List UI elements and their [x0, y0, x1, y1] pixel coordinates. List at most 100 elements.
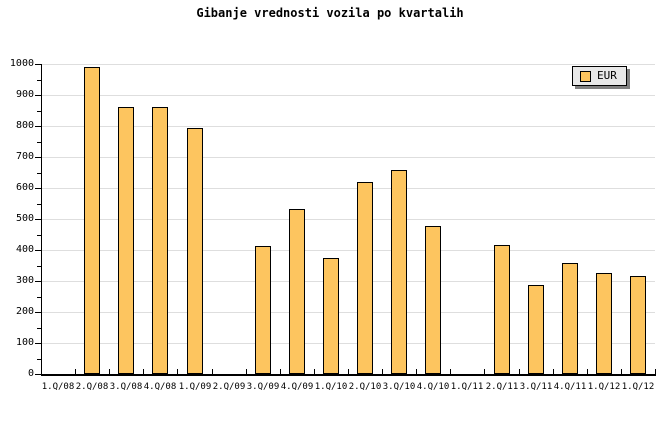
y-axis-tick	[35, 188, 41, 189]
x-axis-tick-label: 2.Q/11	[485, 382, 519, 392]
bar	[323, 258, 339, 374]
x-axis-tick-label: 4.Q/09	[280, 382, 314, 392]
gridline	[42, 281, 655, 282]
bar	[118, 107, 134, 374]
bar	[84, 67, 100, 374]
bar	[425, 226, 441, 374]
y-axis-minor-tick	[37, 203, 41, 205]
legend-label: EUR	[597, 69, 617, 82]
y-axis-tick	[35, 64, 41, 65]
y-axis-minor-tick	[37, 234, 41, 236]
x-axis-tick-label: 3.Q/10	[382, 382, 416, 392]
y-axis-minor-tick	[37, 358, 41, 360]
x-axis-tick	[586, 369, 588, 374]
bar	[596, 273, 612, 374]
x-axis-tick-label: 2.Q/08	[75, 382, 109, 392]
x-axis-tick	[655, 369, 656, 374]
y-axis-tick	[35, 157, 41, 158]
x-axis-tick	[518, 369, 520, 374]
bar	[357, 182, 373, 374]
x-axis-tick	[552, 369, 554, 374]
bar	[289, 209, 305, 374]
y-axis-tick-label: 700	[15, 151, 34, 162]
y-axis-minor-tick	[37, 327, 41, 329]
y-axis-tick-label: 200	[15, 306, 34, 317]
x-axis-tick-label: 1.Q/12	[621, 382, 655, 392]
y-axis-tick	[35, 219, 41, 220]
x-axis-tick-label: 3.Q/11	[519, 382, 553, 392]
x-axis-tick-label: 3.Q/08	[109, 382, 143, 392]
y-axis-tick	[35, 281, 41, 282]
y-axis-minor-tick	[37, 110, 41, 112]
y-axis-minor-tick	[37, 172, 41, 174]
legend: EUR	[572, 66, 627, 86]
y-axis-tick-label: 600	[15, 182, 34, 193]
x-axis-tick	[279, 369, 281, 374]
x-axis-tick-label: 1.Q/08	[41, 382, 75, 392]
x-axis-tick-label: 1.Q/11	[450, 382, 484, 392]
y-axis-tick-label: 100	[15, 337, 34, 348]
x-axis-tick	[245, 369, 247, 374]
gridline	[42, 64, 655, 65]
bar	[391, 170, 407, 374]
bar	[528, 285, 544, 374]
x-axis-tick	[313, 369, 315, 374]
x-axis-tick-label: 4.Q/10	[416, 382, 450, 392]
y-axis-tick	[35, 343, 41, 344]
bar	[562, 263, 578, 374]
x-axis-tick-label: 4.Q/08	[143, 382, 177, 392]
y-axis-tick	[35, 312, 41, 313]
bar	[494, 245, 510, 374]
gridline	[42, 126, 655, 127]
gridline	[42, 219, 655, 220]
x-axis-tick	[484, 369, 486, 374]
y-axis-tick-label: 1000	[9, 58, 34, 69]
gridline	[42, 312, 655, 313]
gridline	[42, 343, 655, 344]
y-axis-minor-tick	[37, 296, 41, 298]
x-axis-tick	[620, 369, 622, 374]
legend-swatch-icon	[580, 70, 591, 82]
x-axis-tick-label: 1.Q/09	[178, 382, 212, 392]
y-axis-tick	[35, 95, 41, 96]
y-axis-minor-tick	[37, 141, 41, 143]
x-axis-tick	[416, 369, 418, 374]
x-axis-tick	[211, 369, 213, 374]
x-axis-tick	[348, 369, 349, 374]
y-axis-tick-label: 400	[15, 244, 34, 255]
x-axis-tick-label: 1.Q/10	[314, 382, 348, 392]
y-axis-tick-label: 500	[15, 213, 34, 224]
bar	[630, 276, 646, 374]
bar	[152, 107, 168, 374]
x-axis-tick-label: 1.Q/12	[587, 382, 621, 392]
y-axis-line	[41, 64, 42, 374]
x-axis-tick-label: 4.Q/11	[553, 382, 587, 392]
x-axis-tick	[450, 369, 452, 374]
y-axis-tick	[35, 374, 41, 375]
chart-title: Gibanje vrednosti vozila po kvartalih	[196, 6, 464, 20]
x-axis-tick	[143, 369, 145, 374]
x-axis-tick-label: 3.Q/09	[246, 382, 280, 392]
y-axis-tick	[35, 126, 41, 127]
x-axis-tick	[177, 369, 179, 374]
gridline	[42, 95, 655, 96]
bar	[187, 128, 203, 374]
x-axis-line	[41, 374, 656, 376]
bar	[255, 246, 271, 374]
x-axis-tick	[382, 369, 384, 374]
x-axis-tick-label: 2.Q/09	[212, 382, 246, 392]
y-axis-tick-label: 0	[27, 368, 34, 379]
y-axis-tick-label: 300	[15, 275, 34, 286]
gridline	[42, 250, 655, 251]
x-axis-tick	[109, 369, 111, 374]
gridline	[42, 157, 655, 158]
x-axis-tick	[75, 369, 77, 374]
y-axis-tick-label: 800	[15, 120, 34, 131]
y-axis-tick-label: 900	[15, 89, 34, 100]
y-axis-tick	[35, 250, 41, 251]
y-axis-minor-tick	[37, 265, 41, 267]
x-axis-tick-label: 2.Q/10	[348, 382, 382, 392]
y-axis-minor-tick	[37, 79, 41, 81]
gridline	[42, 188, 655, 189]
